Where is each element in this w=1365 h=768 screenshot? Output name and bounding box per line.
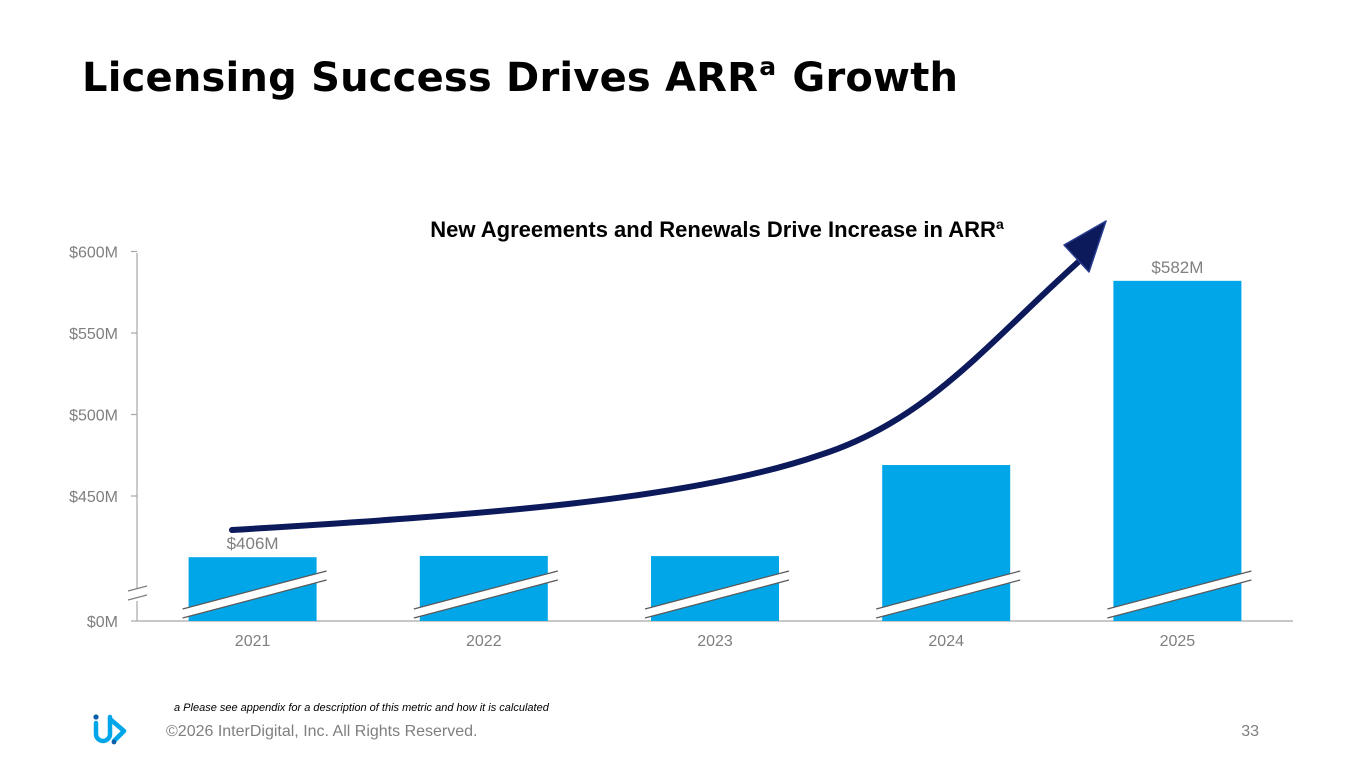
page-title: Licensing Success Drives ARRa Growth (82, 52, 959, 101)
y-tick-label: $500M (69, 408, 118, 425)
x-tick-label: 2025 (1160, 633, 1196, 650)
y-axis-break-mark (127, 594, 148, 601)
trend-arrow-head-icon (1063, 220, 1107, 273)
y-tick-label: $550M (69, 326, 118, 343)
bar-break-line (1107, 570, 1252, 610)
bar-break-gap (876, 571, 1021, 618)
trend-arrow-line (229, 253, 1088, 533)
bar-break-line (876, 579, 1021, 619)
bar-break-line (182, 579, 327, 619)
bar-break-line (644, 579, 790, 619)
bar-break-line (413, 579, 558, 619)
x-tick-label: 2024 (928, 633, 964, 650)
bar-break-gap (1107, 571, 1252, 618)
bar-break-gap (413, 571, 558, 618)
title-superscript: a (759, 52, 777, 81)
bar-break-gap (645, 571, 789, 618)
data-label: $406M (227, 534, 279, 553)
chart-title: New Agreements and Renewals Drive Increa… (430, 216, 1004, 242)
copyright-text: ©2026 InterDigital, Inc. All Rights Rese… (166, 723, 478, 740)
footnote: a Please see appendix for a description … (174, 702, 549, 714)
y-tick-label: $0M (87, 614, 118, 631)
y-axis-break-mark (127, 585, 148, 592)
bar-break-line (413, 570, 558, 610)
bar-break-line (876, 570, 1021, 610)
interdigital-logo-icon (93, 714, 127, 745)
x-tick-label: 2023 (697, 633, 733, 650)
chart-title-superscript: a (996, 216, 1004, 232)
bar-break-line (182, 570, 327, 610)
x-tick-label: 2021 (235, 633, 271, 650)
y-tick-label: $450M (69, 489, 118, 506)
bar-2025 (1113, 280, 1242, 621)
x-tick-label: 2022 (466, 633, 502, 650)
bar-break-gap (182, 571, 327, 618)
bar-break-line (1107, 579, 1252, 619)
data-label: $582M (1151, 258, 1203, 277)
bar-break-line (644, 570, 790, 610)
y-tick-label: $600M (69, 245, 118, 262)
page-number: 33 (1241, 723, 1259, 740)
